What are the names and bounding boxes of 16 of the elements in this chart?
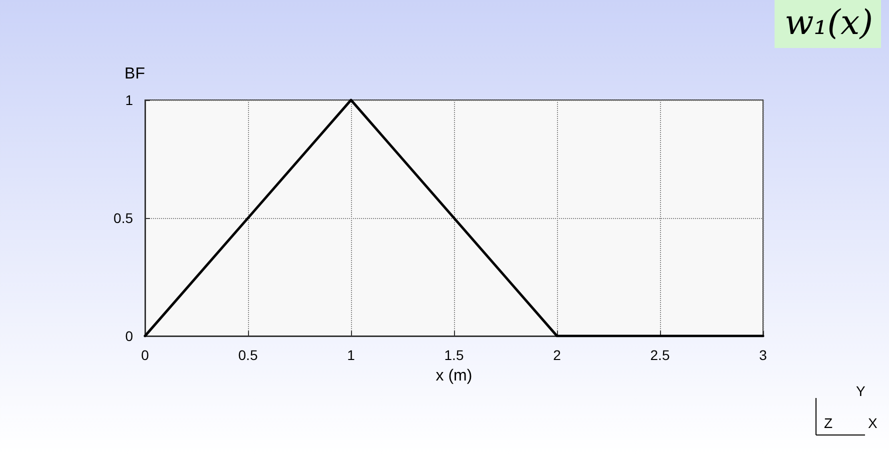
text: X xyxy=(868,415,878,431)
y-tick-label: 1 xyxy=(125,92,134,108)
text: Y xyxy=(856,383,866,399)
x-tick-label: 3 xyxy=(759,347,768,363)
chart-title: w₁(x) xyxy=(784,3,873,43)
x-tick-label: 1 xyxy=(347,347,356,363)
x-tick-label: 2.5 xyxy=(650,347,670,363)
y-tick-label: 0 xyxy=(125,328,134,344)
x-tick-label: 1.5 xyxy=(444,347,464,363)
text: Z xyxy=(824,415,833,431)
y-axis-title: BF xyxy=(124,66,146,82)
x-tick-label: 0.5 xyxy=(238,347,258,363)
y-tick-label: 0.5 xyxy=(114,210,134,226)
x-axis-title: x (m) xyxy=(436,368,472,384)
x-tick-label: 2 xyxy=(553,347,562,363)
x-tick-label: 0 xyxy=(141,347,150,363)
